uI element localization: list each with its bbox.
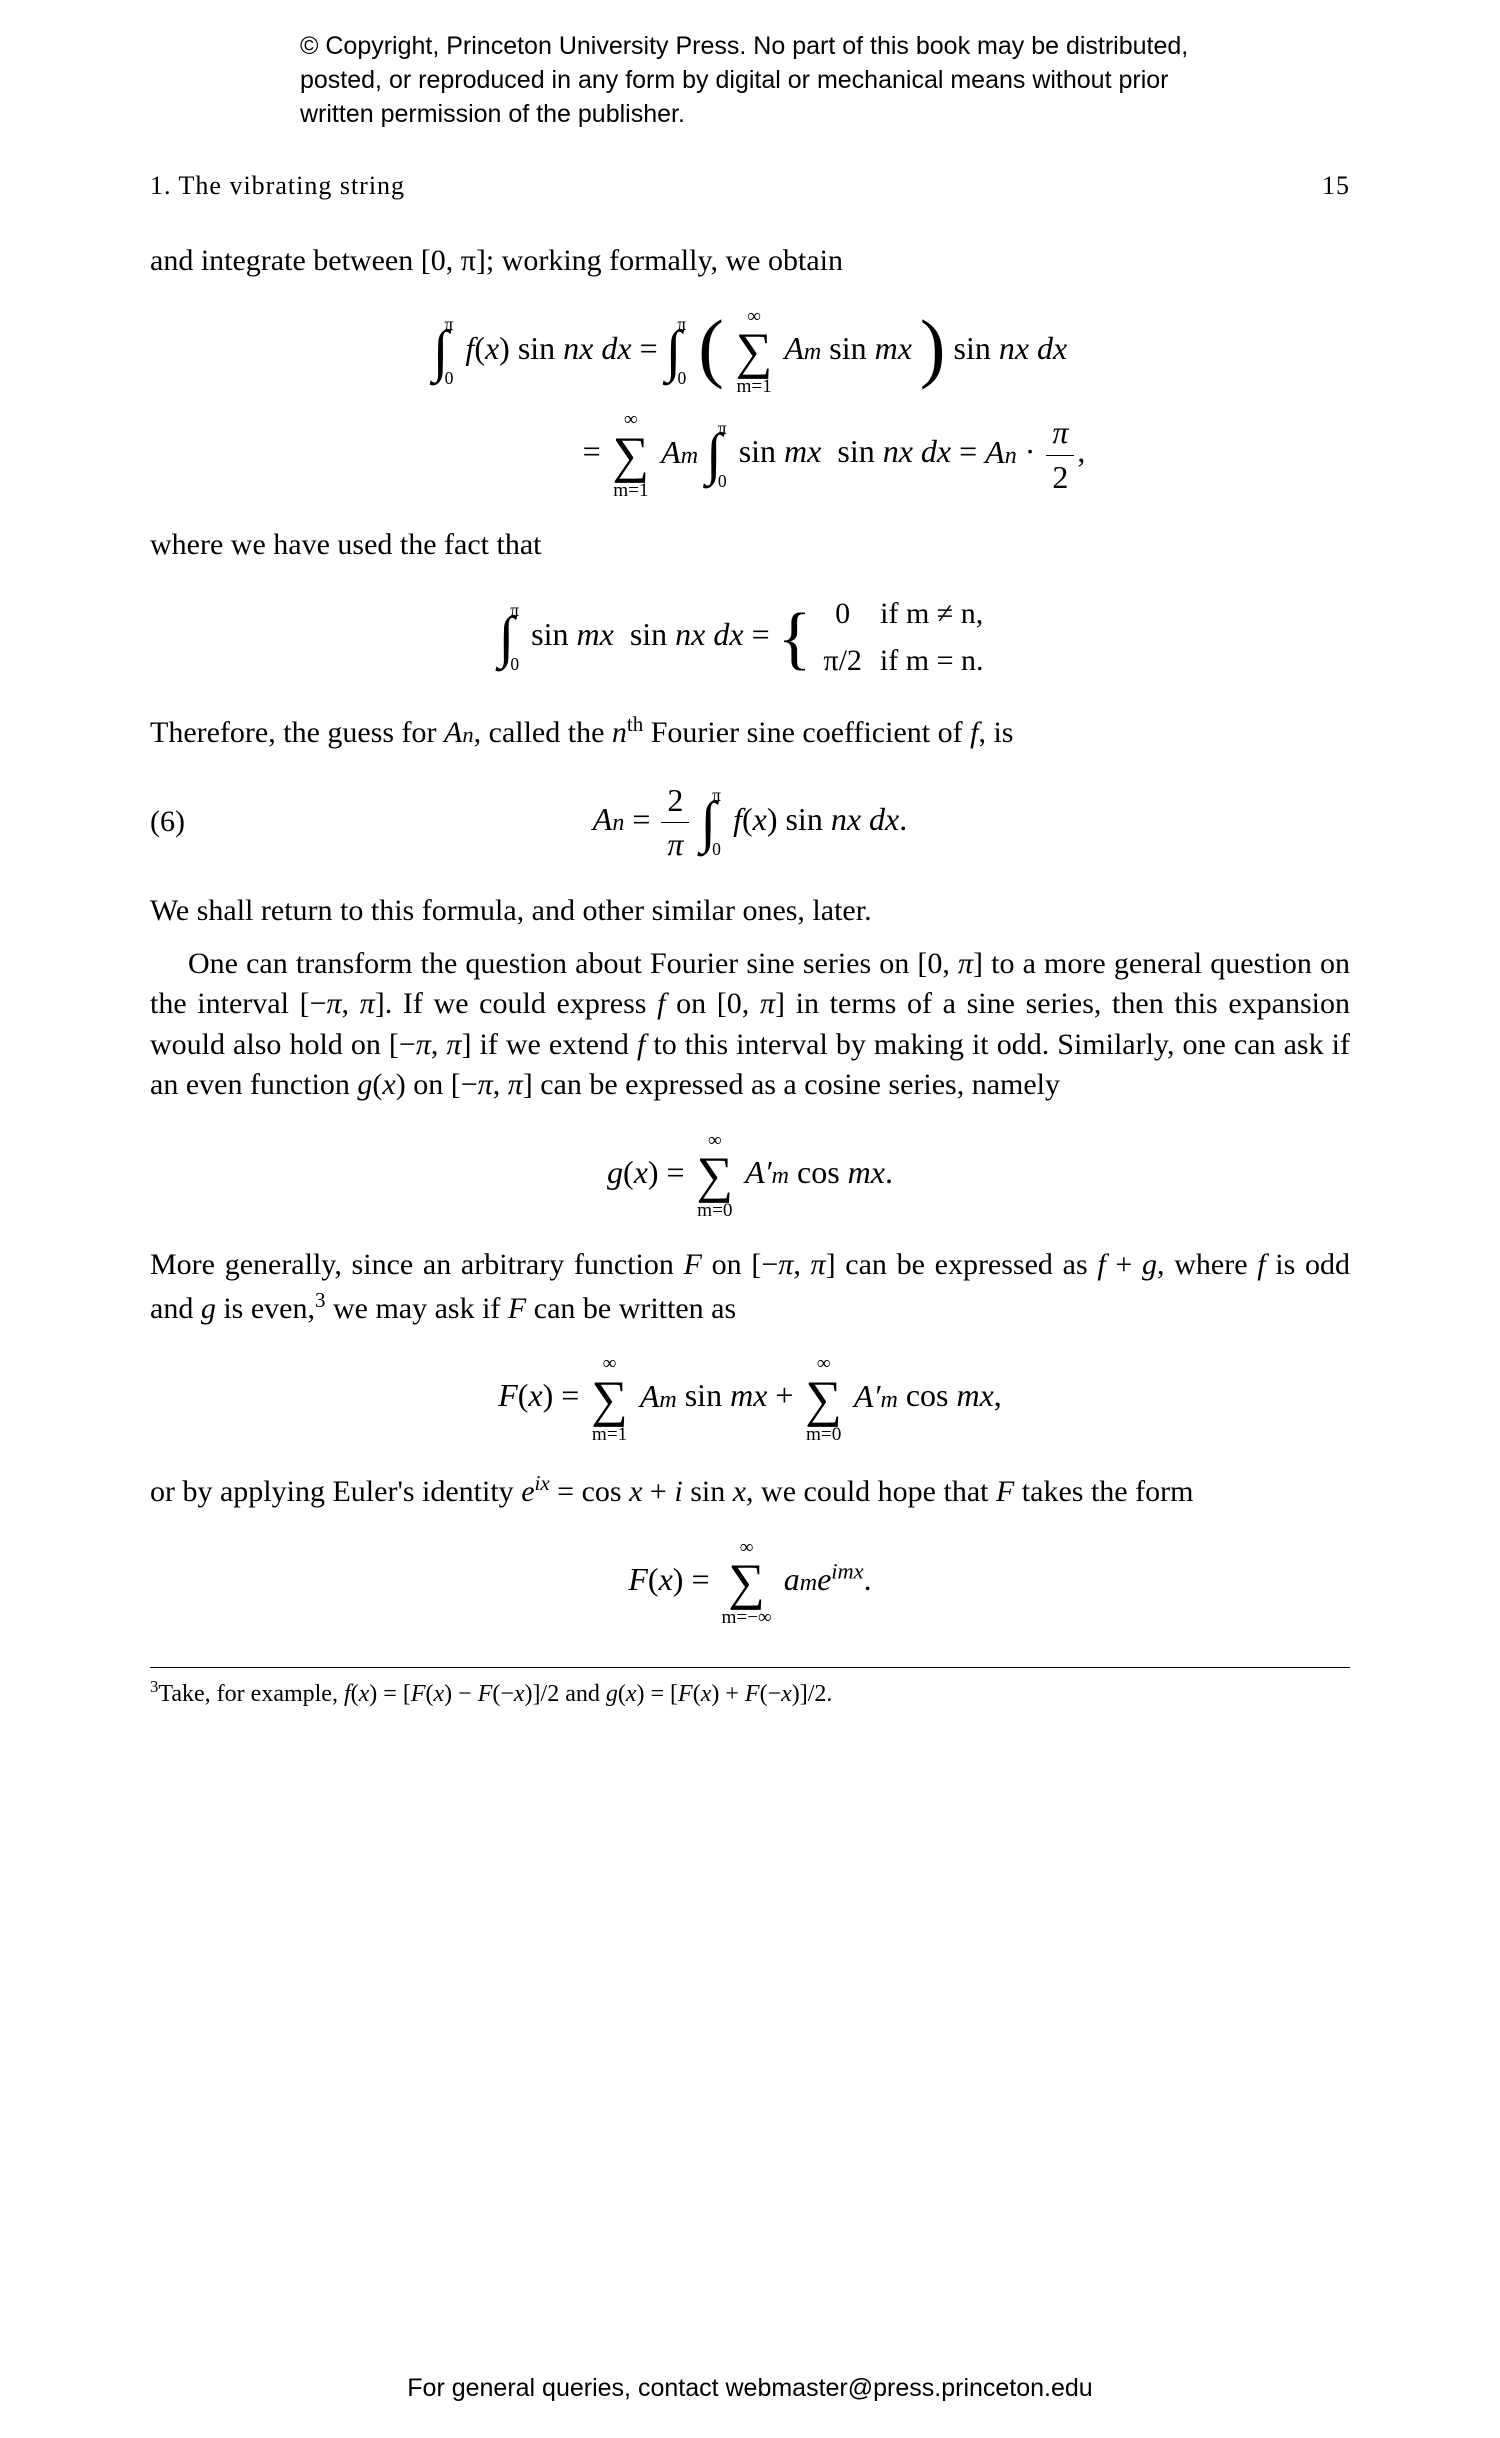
int-lower-3: 0 [718, 473, 727, 491]
paragraph-7: or by applying Euler's identity eix = co… [150, 1469, 1350, 1513]
equation-6: (6) An = 2π ∫π0 f(x) sin nx dx. [150, 779, 1350, 866]
equation-block-1: ∫π0 f(x) sin nx dx = ∫π0 ( ∞∑m=1 Am sin … [150, 307, 1350, 500]
copyright-notice: © Copyright, Princeton University Press.… [300, 30, 1200, 131]
int-lower: 0 [445, 370, 454, 388]
case2-val: π/2 [823, 639, 877, 684]
int-upper-2: π [677, 316, 686, 334]
eqF-s1-lo: m=1 [591, 1425, 628, 1444]
paragraph-1: and integrate between [0, π]; working fo… [150, 241, 1350, 282]
p3-mid1: , called the [474, 716, 612, 749]
case1-val: 0 [823, 592, 877, 637]
case1-cond: if m ≠ n, [880, 592, 1000, 637]
eqF-s2-lo: m=0 [805, 1425, 842, 1444]
running-head: 1. The vibrating string 15 [150, 171, 1350, 201]
equation-number: (6) [150, 802, 185, 843]
eq6-den: π [661, 823, 689, 866]
footnote: 3Take, for example, f(x) = [F(x) − F(−x)… [150, 1676, 1350, 1710]
eq6-int-lo: 0 [712, 841, 721, 859]
paragraph-3: Therefore, the guess for An, called the … [150, 710, 1350, 754]
footnote-mark: 3 [315, 1288, 326, 1312]
footnote-text: Take, for example, f(x) = [F(x) − F(−x)]… [158, 1681, 832, 1707]
equation-cosine-series: g(x) = ∞∑m=0 A′m cos mx. [150, 1131, 1350, 1221]
p3-suffix: , is [978, 716, 1013, 749]
sum-lower: m=1 [736, 377, 773, 396]
eq6-int-up: π [712, 787, 721, 805]
equation-f-sum: F(x) = ∞∑m=1 Am sin mx + ∞∑m=0 A′m cos m… [150, 1354, 1350, 1444]
int-upper-3: π [718, 420, 727, 438]
paragraph-2: where we have used the fact that [150, 525, 1350, 566]
body-text: and integrate between [0, π]; working fo… [150, 241, 1350, 1710]
paragraph-6: More generally, since an arbitrary funct… [150, 1245, 1350, 1329]
eqcos-lo: m=0 [697, 1201, 734, 1220]
paragraph-5: One can transform the question about Fou… [150, 944, 1350, 1106]
footer-contact: For general queries, contact webmaster@p… [0, 2374, 1500, 2403]
p3-prefix: Therefore, the guess for [150, 716, 444, 749]
cases-table: 0if m ≠ n, π/2if m = n. [821, 590, 1001, 685]
section-label: 1. The vibrating string [150, 171, 405, 201]
equation-orthogonality: ∫π0 sin mx sin nx dx = { 0if m ≠ n, π/2i… [150, 590, 1350, 685]
int-upper: π [445, 316, 454, 334]
eq6-num: 2 [661, 779, 689, 823]
page-number: 15 [1322, 171, 1350, 201]
sum-lower-2: m=1 [613, 481, 650, 500]
case2-cond: if m = n. [880, 639, 1000, 684]
page: © Copyright, Princeton University Press.… [0, 0, 1500, 2438]
p3-mid-text: Fourier sine coefficient of [643, 716, 970, 749]
footnote-rule [150, 1667, 1350, 1668]
equation-exp-series: F(x) = ∞∑m=−∞ ameimx. [150, 1538, 1350, 1628]
eqexp-lo: m=−∞ [721, 1608, 771, 1627]
paragraph-4: We shall return to this formula, and oth… [150, 891, 1350, 932]
int-lower-2: 0 [677, 370, 686, 388]
